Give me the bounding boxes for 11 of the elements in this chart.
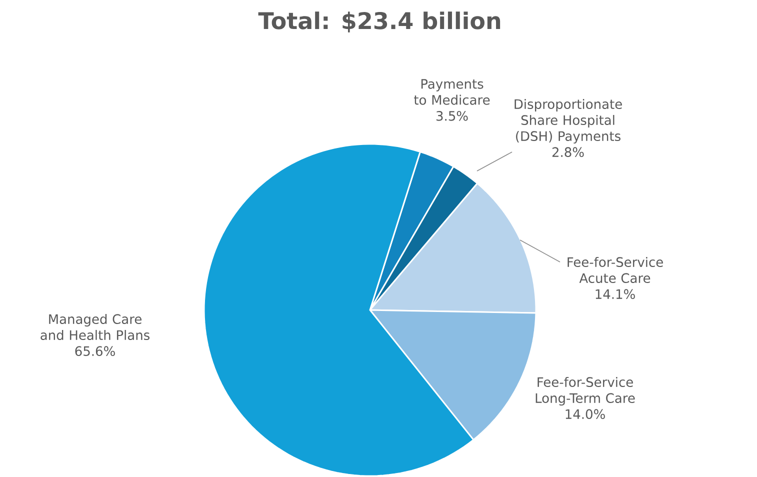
data-label: 2.8% [552, 147, 584, 158]
data-label: 65.6% [75, 346, 115, 356]
slice-label: Payments to Medicare [414, 79, 490, 105]
slice-label: Disproportionate Share Hospital (DSH) Payments [514, 99, 622, 144]
data-label: 14.0% [566, 409, 605, 420]
slice-label: Managed Care and Health Plans [40, 314, 150, 340]
slice-label: Fee-for-Service Long-Term Care [536, 377, 635, 406]
chart-title: Total: $23.4 billion [258, 12, 500, 33]
data-label: 3.5% [436, 111, 468, 121]
data-label: 14.1% [596, 289, 635, 300]
slice-label: Fee-for-Service Acute Care [568, 257, 663, 284]
